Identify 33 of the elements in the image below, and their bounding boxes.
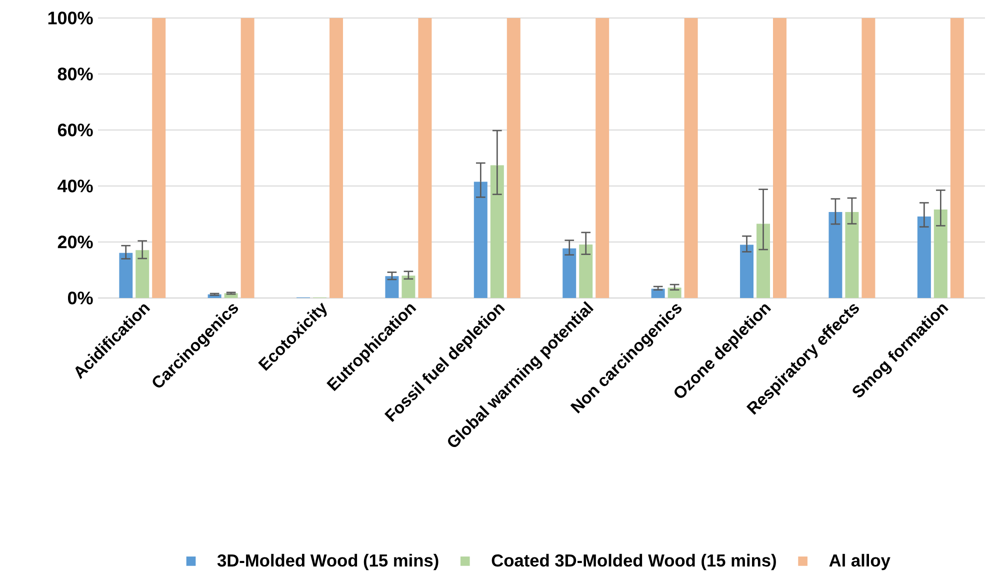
- legend-label: Coated 3D-Molded Wood (15 mins): [492, 554, 776, 570]
- bar: [240, 18, 254, 298]
- bar: [756, 224, 770, 298]
- bar: [506, 18, 520, 298]
- bar: [562, 248, 576, 298]
- bar: [917, 216, 931, 298]
- bar: [490, 165, 504, 298]
- bar: [934, 210, 948, 298]
- bar: [136, 250, 150, 298]
- y-tick-label: 80%: [58, 68, 93, 80]
- y-tick-label: 100%: [48, 12, 93, 24]
- bar: [152, 18, 166, 298]
- bar: [402, 276, 416, 298]
- bar: [579, 244, 593, 298]
- legend-label: 3D-Molded Wood (15 mins): [217, 554, 438, 570]
- bar: [845, 212, 859, 298]
- bar: [862, 18, 876, 298]
- bar: [596, 18, 610, 298]
- bar: [418, 18, 432, 298]
- bar: [385, 276, 399, 298]
- bar: [474, 182, 488, 298]
- bar: [773, 18, 786, 298]
- bar: [330, 18, 343, 298]
- y-tick-label: 40%: [58, 180, 93, 192]
- bar: [684, 18, 698, 298]
- y-tick-label: 20%: [58, 236, 93, 248]
- bar: [119, 252, 133, 298]
- y-tick-label: 60%: [58, 124, 93, 136]
- bar: [950, 18, 964, 298]
- bar: [740, 244, 754, 298]
- legend-label: Al alloy: [829, 554, 890, 570]
- bar: [828, 212, 842, 298]
- y-tick-label: 0%: [68, 292, 93, 304]
